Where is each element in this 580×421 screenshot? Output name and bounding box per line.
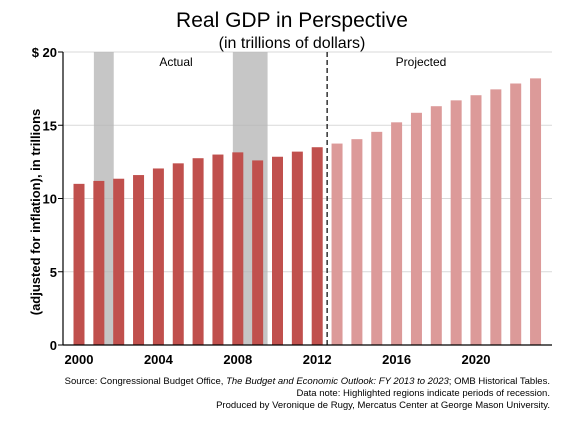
- y-axis-label: (adjusted for inflation), in trillions: [28, 109, 43, 316]
- y-tick-label: $ 20: [32, 45, 57, 60]
- source-prefix: Source: Congressional Budget Office,: [64, 376, 227, 387]
- bar: [172, 163, 184, 345]
- bar: [430, 106, 442, 345]
- bar: [391, 122, 403, 345]
- bar: [93, 180, 105, 345]
- y-tick-label: 10: [43, 192, 57, 207]
- data-note: Data note: Highlighted regions indicate …: [296, 388, 551, 399]
- bar: [450, 100, 462, 345]
- bar: [133, 175, 145, 345]
- bar: [351, 139, 363, 345]
- x-tick-label: 2012: [303, 352, 332, 367]
- bar: [252, 160, 264, 345]
- bar: [152, 168, 164, 345]
- bar: [272, 156, 283, 345]
- x-tick-label: 2000: [65, 352, 94, 367]
- bar: [470, 95, 482, 345]
- bar: [192, 158, 204, 345]
- bar: [371, 131, 383, 345]
- bar: [410, 112, 422, 345]
- bar: [490, 89, 502, 345]
- chart-title: Real GDP in Perspective: [176, 9, 408, 32]
- producer-note: Produced by Veronique de Rugy, Mercatus …: [216, 400, 550, 411]
- chart-subtitle: (in trillions of dollars): [219, 35, 366, 52]
- bar: [113, 178, 125, 345]
- bar: [232, 152, 244, 345]
- x-tick-label: 2008: [223, 352, 252, 367]
- bar: [510, 83, 522, 345]
- bar: [73, 183, 85, 345]
- source-note: Source: Congressional Budget Office, The…: [10, 376, 550, 388]
- y-tick-label: 15: [43, 118, 57, 133]
- source-suffix: ; OMB Historical Tables.: [448, 376, 550, 387]
- y-tick-label: 0: [50, 338, 57, 353]
- annotation-actual: Actual: [159, 55, 192, 69]
- bar: [311, 147, 323, 345]
- y-tick-label: 5: [50, 265, 57, 280]
- annotation-projected: Projected: [396, 55, 447, 69]
- bar: [212, 154, 224, 345]
- x-tick-label: 2020: [462, 352, 491, 367]
- x-tick-label: 2004: [144, 352, 174, 367]
- bar: [291, 151, 303, 345]
- source-title: The Budget and Economic Outlook: FY 2013…: [226, 376, 449, 387]
- bar: [331, 143, 343, 345]
- x-tick-label: 2016: [382, 352, 411, 367]
- bar: [530, 78, 542, 346]
